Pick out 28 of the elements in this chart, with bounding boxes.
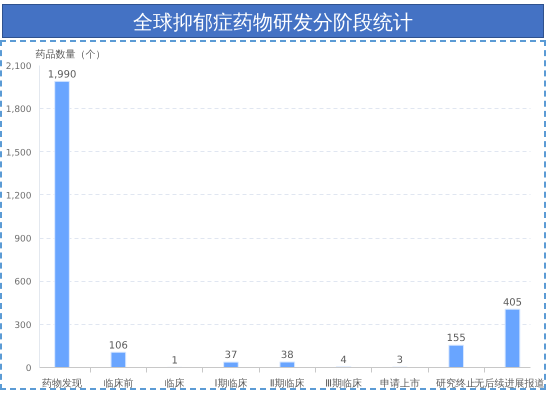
x-tick-label: 研究终止 xyxy=(436,378,476,390)
x-tick-label: 申请上市 xyxy=(380,378,420,390)
x-tick-label: 药物发现 xyxy=(42,378,82,390)
x-tick-label: Ⅱ期临床 xyxy=(270,378,305,390)
data-label: 3 xyxy=(396,355,404,366)
y-axis-title: 药品数量（个） xyxy=(36,48,106,60)
y-tick-label: 1,200 xyxy=(6,191,32,202)
x-tick-label: 临床 xyxy=(164,378,185,390)
y-tick-label: 0 xyxy=(26,364,32,374)
y-tick-label: 900 xyxy=(14,234,32,245)
data-label: 106 xyxy=(108,340,128,352)
y-tick-label: 600 xyxy=(14,278,32,288)
y-tick-label: 300 xyxy=(14,320,32,331)
y-tick-label: 1,800 xyxy=(6,105,32,116)
data-label: 155 xyxy=(446,333,466,344)
data-label: 1 xyxy=(171,355,178,366)
data-label: 4 xyxy=(340,354,347,366)
x-tick-label: Ⅲ期临床 xyxy=(325,378,362,390)
x-tick-label: 临床前 xyxy=(103,378,134,390)
data-label: 405 xyxy=(502,297,522,308)
x-tick-label: 无后续进展报道 xyxy=(474,378,544,390)
y-tick-label: 2,100 xyxy=(6,62,32,72)
x-tick-label: Ⅰ期临床 xyxy=(214,378,248,390)
y-tick-label: 1,500 xyxy=(6,148,32,158)
data-label: 1,990 xyxy=(48,69,76,80)
data-label: 38 xyxy=(280,350,294,362)
chart-title: 全球抑郁症药物研发分阶段统计 xyxy=(133,9,413,36)
data-label: 37 xyxy=(224,350,238,362)
